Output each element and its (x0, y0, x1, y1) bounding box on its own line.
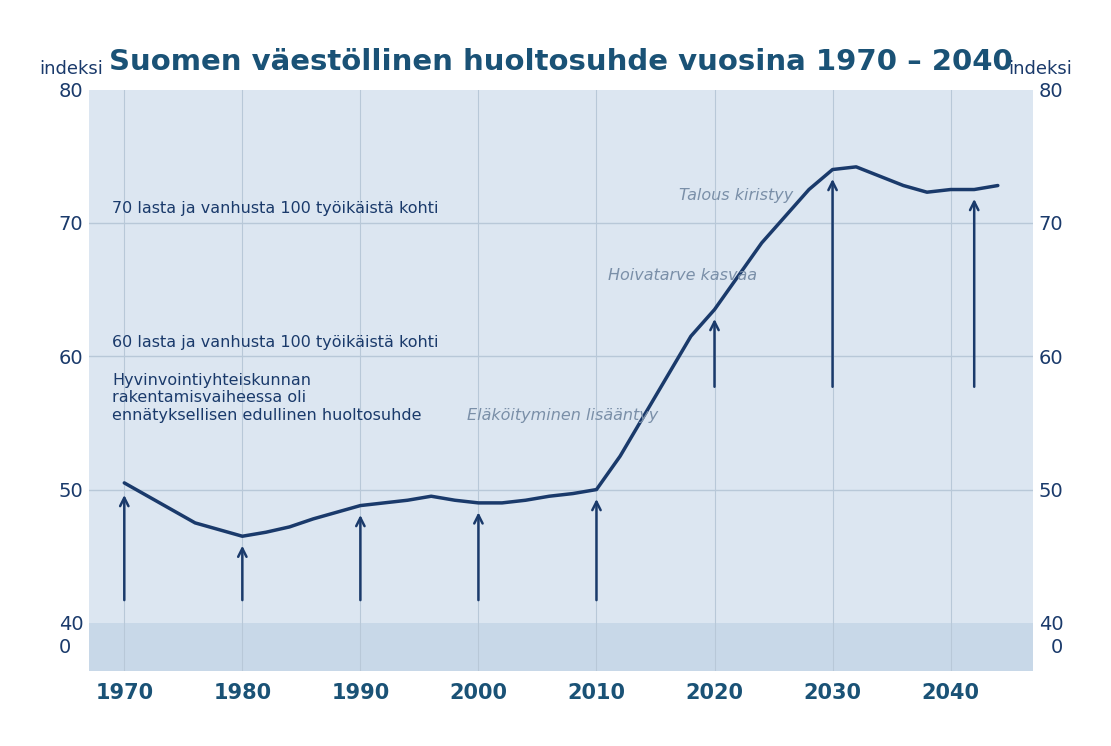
Text: 70 lasta ja vanhusta 100 työikäistä kohti: 70 lasta ja vanhusta 100 työikäistä koht… (112, 201, 439, 216)
Text: Hyvinvointiyhteiskunnan
rakentamisvaiheessa oli
ennätyksellisen edullinen huolto: Hyvinvointiyhteiskunnan rakentamisvaihee… (112, 373, 422, 423)
Title: Suomen väestöllinen huoltosuhde vuosina 1970 – 2040: Suomen väestöllinen huoltosuhde vuosina … (109, 48, 1013, 76)
Text: 60 lasta ja vanhusta 100 työikäistä kohti: 60 lasta ja vanhusta 100 työikäistä koht… (112, 334, 439, 350)
Text: Eläköityminen lisääntyy: Eläköityminen lisääntyy (467, 408, 658, 423)
Text: Talous kiristyy: Talous kiristyy (679, 188, 793, 203)
Text: 0: 0 (1051, 638, 1063, 656)
Text: 0: 0 (59, 638, 71, 656)
Text: indeksi: indeksi (39, 60, 102, 78)
Text: indeksi: indeksi (1009, 60, 1072, 78)
Text: Hoivatarve kasvaa: Hoivatarve kasvaa (608, 268, 758, 283)
